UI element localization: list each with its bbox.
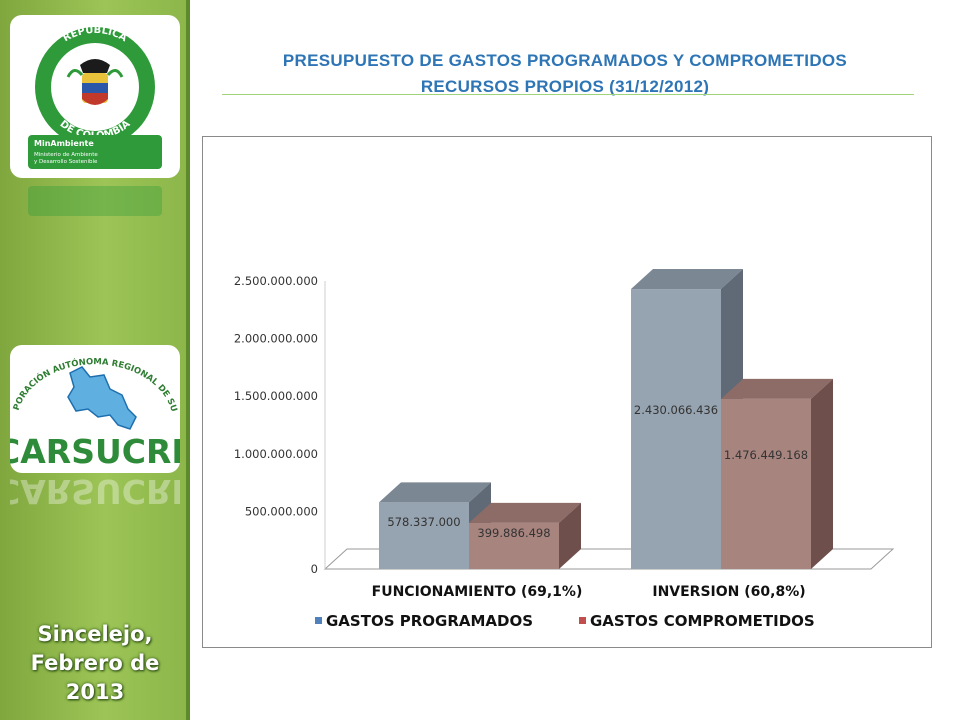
y-tick-label: 1.000.000.000 [234, 447, 318, 461]
y-tick-label: 2.000.000.000 [234, 332, 318, 346]
minambiente-logo: REPÚBLICA DE COLOMBIA MinAmbiente Minist… [10, 15, 180, 178]
legend-swatch [579, 617, 586, 624]
bar [721, 398, 811, 569]
svg-text:CARSUCRE: CARSUCRE [10, 432, 180, 471]
data-label: 2.430.066.436 [634, 403, 718, 417]
data-label: 399.886.498 [477, 526, 550, 540]
carsucre-logo-reflection: CARSUCRE [10, 474, 180, 510]
data-label: 578.337.000 [387, 515, 460, 529]
colombia-seal-icon: REPÚBLICA DE COLOMBIA MinAmbiente Minist… [28, 23, 162, 169]
data-label: 1.476.449.168 [724, 448, 808, 462]
budget-chart: 0 500.000.000 1.000.000.000 1.500.000.000 2.… [234, 269, 895, 630]
sidebar-edge [186, 0, 190, 720]
page-title: PRESUPUESTO DE GASTOS PROGRAMADOS Y COMP… [282, 51, 848, 96]
minambiente-logo-reflection [10, 180, 180, 220]
chart-frame: 0 500.000.000 1.000.000.000 1.500.000.000 2.… [202, 136, 932, 648]
bar [631, 289, 721, 569]
svg-text:MinAmbiente: MinAmbiente [34, 139, 94, 148]
bar-top [631, 269, 743, 290]
x-category-label: FUNCIONAMIENTO (69,1%) [372, 584, 583, 600]
bar-side [559, 502, 581, 569]
y-tick-label: 2.500.000.000 [234, 274, 318, 288]
bar [469, 522, 559, 569]
bar [379, 502, 469, 569]
legend-swatch [315, 617, 322, 624]
bar-top [379, 482, 491, 503]
carsucre-logo: CORPORACIÓN AUTÓNOMA REGIONAL DE SUCRE C… [0, 338, 194, 473]
svg-text:CARSUCRE: CARSUCRE [10, 474, 180, 510]
legend-label: GASTOS COMPROMETIDOS [590, 612, 815, 630]
svg-text:Ministerio de Ambiente: Ministerio de Ambiente [34, 152, 98, 158]
bar-top [721, 378, 833, 399]
x-category-label: INVERSION (60,8%) [652, 584, 805, 600]
y-tick-label: 1.500.000.000 [234, 389, 318, 403]
y-tick-label: 500.000.000 [245, 504, 318, 518]
y-tick-label: 0 [311, 562, 318, 576]
legend-label: GASTOS PROGRAMADOS [326, 612, 533, 630]
svg-text:y Desarrollo Sostenible: y Desarrollo Sostenible [34, 159, 98, 165]
bar-side [811, 378, 833, 569]
bar-top [469, 502, 581, 523]
sucre-map-icon [67, 366, 137, 430]
location-date: Sincelejo, Febrero de 2013 [30, 622, 160, 704]
title-divider [222, 94, 914, 95]
